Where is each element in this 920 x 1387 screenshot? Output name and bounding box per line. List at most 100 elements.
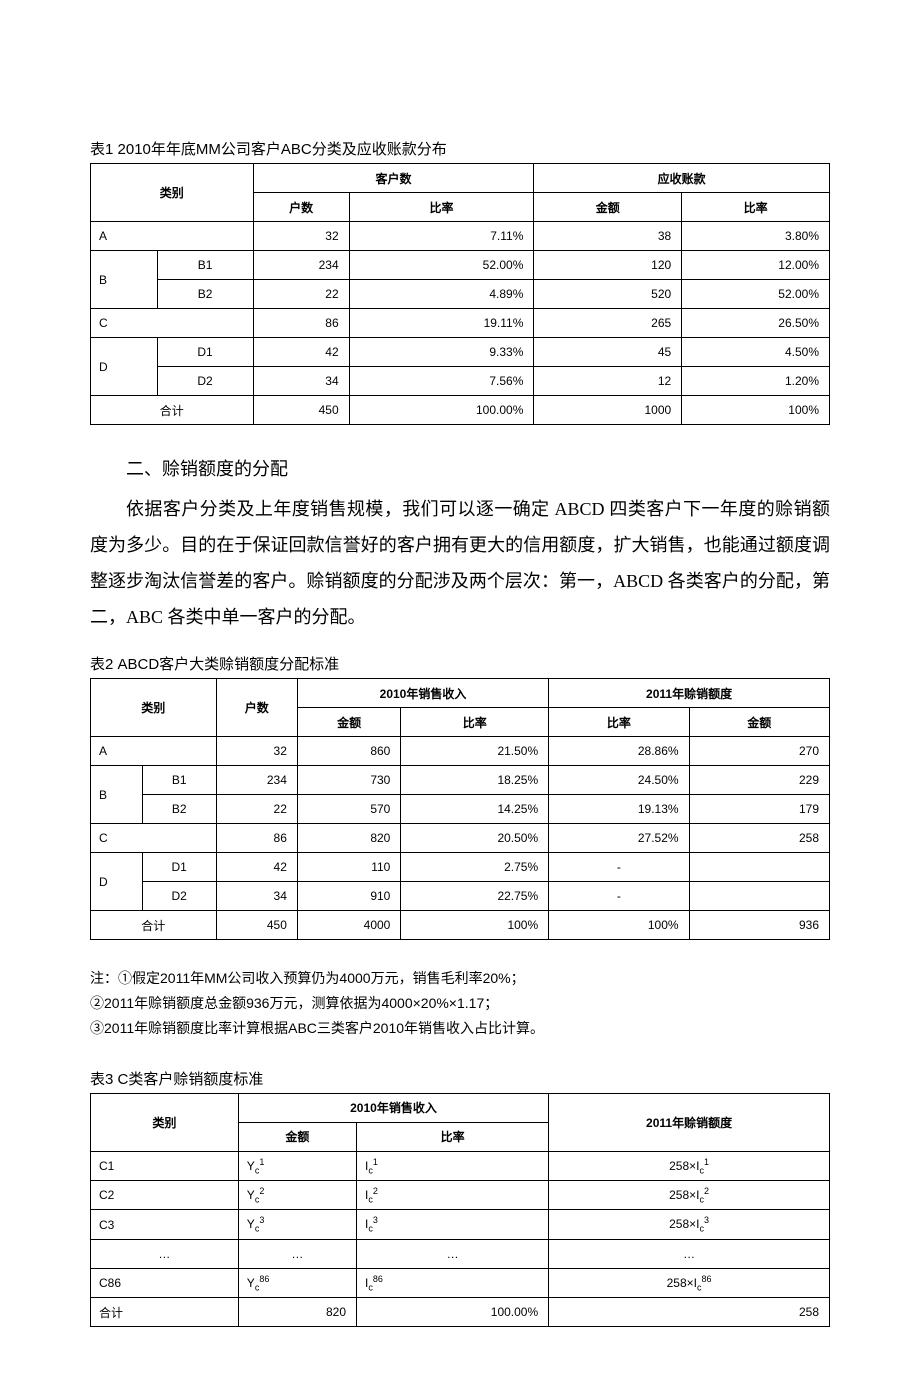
cell: 7.11% xyxy=(349,222,534,251)
table-row: ………… xyxy=(91,1239,830,1268)
th-cat: 类别 xyxy=(91,164,254,222)
cell: 100% xyxy=(682,396,830,425)
cell: 4000 xyxy=(297,911,400,940)
cell: Ic1 xyxy=(357,1151,549,1180)
cell: 936 xyxy=(689,911,829,940)
cell: A xyxy=(91,222,254,251)
cell: D xyxy=(91,853,143,911)
cell: D2 xyxy=(157,367,253,396)
cell: 570 xyxy=(297,795,400,824)
cell: Ic2 xyxy=(357,1180,549,1209)
cell: 120 xyxy=(534,251,682,280)
cell: 110 xyxy=(297,853,400,882)
th: 2011年赊销额度 xyxy=(549,679,830,708)
cell: 24.50% xyxy=(549,766,689,795)
cell: 4.50% xyxy=(682,338,830,367)
cell: 27.52% xyxy=(549,824,689,853)
cell: 9.33% xyxy=(349,338,534,367)
th: 比率 xyxy=(357,1122,549,1151)
cell: 258×Ic3 xyxy=(549,1210,830,1239)
table-row: C 86 820 20.50% 27.52% 258 xyxy=(91,824,830,853)
table-row: 合计 450 4000 100% 100% 936 xyxy=(91,911,830,940)
cell: D xyxy=(91,338,158,396)
note-line: 注：①假定2011年MM公司收入预算仍为4000万元，销售毛利率20%； xyxy=(90,966,830,991)
cell: 258×Ic86 xyxy=(549,1268,830,1297)
cell: 450 xyxy=(216,911,297,940)
cell: 18.25% xyxy=(401,766,549,795)
cell: C xyxy=(91,309,254,338)
cell: 合计 xyxy=(91,911,217,940)
cell: - xyxy=(549,882,689,911)
cell: C2 xyxy=(91,1180,239,1209)
cell: 860 xyxy=(297,737,400,766)
cell: … xyxy=(91,1239,239,1268)
cell: Ic3 xyxy=(357,1210,549,1239)
table-row: B2 22 4.89% 520 52.00% xyxy=(91,280,830,309)
cell: C xyxy=(91,824,217,853)
cell: 22 xyxy=(216,795,297,824)
cell: B1 xyxy=(142,766,216,795)
th-ar: 应收账款 xyxy=(534,164,830,193)
cell: 42 xyxy=(253,338,349,367)
cell: … xyxy=(549,1239,830,1268)
cell: B xyxy=(91,766,143,824)
cell xyxy=(689,882,829,911)
note-line: ③2011年赊销额度比率计算根据ABC三类客户2010年销售收入占比计算。 xyxy=(90,1016,830,1041)
table1-title: 表1 2010年年底MM公司客户ABC分类及应收账款分布 xyxy=(90,138,830,159)
cell: Yc2 xyxy=(238,1180,356,1209)
table-row: B B1 234 730 18.25% 24.50% 229 xyxy=(91,766,830,795)
table-row: C1Yc1Ic1258×Ic1 xyxy=(91,1151,830,1180)
th: 金额 xyxy=(297,708,400,737)
cell: Yc3 xyxy=(238,1210,356,1239)
cell: 45 xyxy=(534,338,682,367)
cell: C1 xyxy=(91,1151,239,1180)
th: 2011年赊销额度 xyxy=(549,1093,830,1151)
table1: 类别 客户数 应收账款 户数 比率 金额 比率 A 32 7.11% 38 3.… xyxy=(90,163,830,425)
cell: 234 xyxy=(253,251,349,280)
cell: 270 xyxy=(689,737,829,766)
cell: 910 xyxy=(297,882,400,911)
table3-title: 表3 C类客户赊销额度标准 xyxy=(90,1068,830,1089)
table-row: A 32 7.11% 38 3.80% xyxy=(91,222,830,251)
cell: 19.13% xyxy=(549,795,689,824)
cell: … xyxy=(357,1239,549,1268)
th-hs: 户数 xyxy=(253,193,349,222)
cell: 100% xyxy=(549,911,689,940)
cell: 14.25% xyxy=(401,795,549,824)
th: 金额 xyxy=(238,1122,356,1151)
cell: 26.50% xyxy=(682,309,830,338)
cell: 42 xyxy=(216,853,297,882)
cell: 12 xyxy=(534,367,682,396)
cell: A xyxy=(91,737,217,766)
table-row: D D1 42 9.33% 45 4.50% xyxy=(91,338,830,367)
section2-heading: 二、赊销额度的分配 xyxy=(90,451,830,487)
table-row: C86Yc86Ic86258×Ic86 xyxy=(91,1268,830,1297)
cell: 34 xyxy=(216,882,297,911)
cell: 450 xyxy=(253,396,349,425)
cell: 38 xyxy=(534,222,682,251)
th: 比率 xyxy=(549,708,689,737)
cell: B2 xyxy=(142,795,216,824)
cell: 21.50% xyxy=(401,737,549,766)
cell: D1 xyxy=(142,853,216,882)
th: 户数 xyxy=(216,679,297,737)
table2-notes: 注：①假定2011年MM公司收入预算仍为4000万元，销售毛利率20%； ②20… xyxy=(90,966,830,1042)
cell: B xyxy=(91,251,158,309)
th: 2010年销售收入 xyxy=(297,679,548,708)
th: 比率 xyxy=(401,708,549,737)
th: 类别 xyxy=(91,1093,239,1151)
cell xyxy=(689,853,829,882)
cell: 3.80% xyxy=(682,222,830,251)
table2-title: 表2 ABCD客户大类赊销额度分配标准 xyxy=(90,653,830,674)
cell: Ic86 xyxy=(357,1268,549,1297)
cell: 258×Ic2 xyxy=(549,1180,830,1209)
cell: 86 xyxy=(253,309,349,338)
cell: 28.86% xyxy=(549,737,689,766)
cell: 19.11% xyxy=(349,309,534,338)
th-je: 金额 xyxy=(534,193,682,222)
cell: 4.89% xyxy=(349,280,534,309)
cell: 22.75% xyxy=(401,882,549,911)
cell: C86 xyxy=(91,1268,239,1297)
table-row: C 86 19.11% 265 26.50% xyxy=(91,309,830,338)
cell: 34 xyxy=(253,367,349,396)
